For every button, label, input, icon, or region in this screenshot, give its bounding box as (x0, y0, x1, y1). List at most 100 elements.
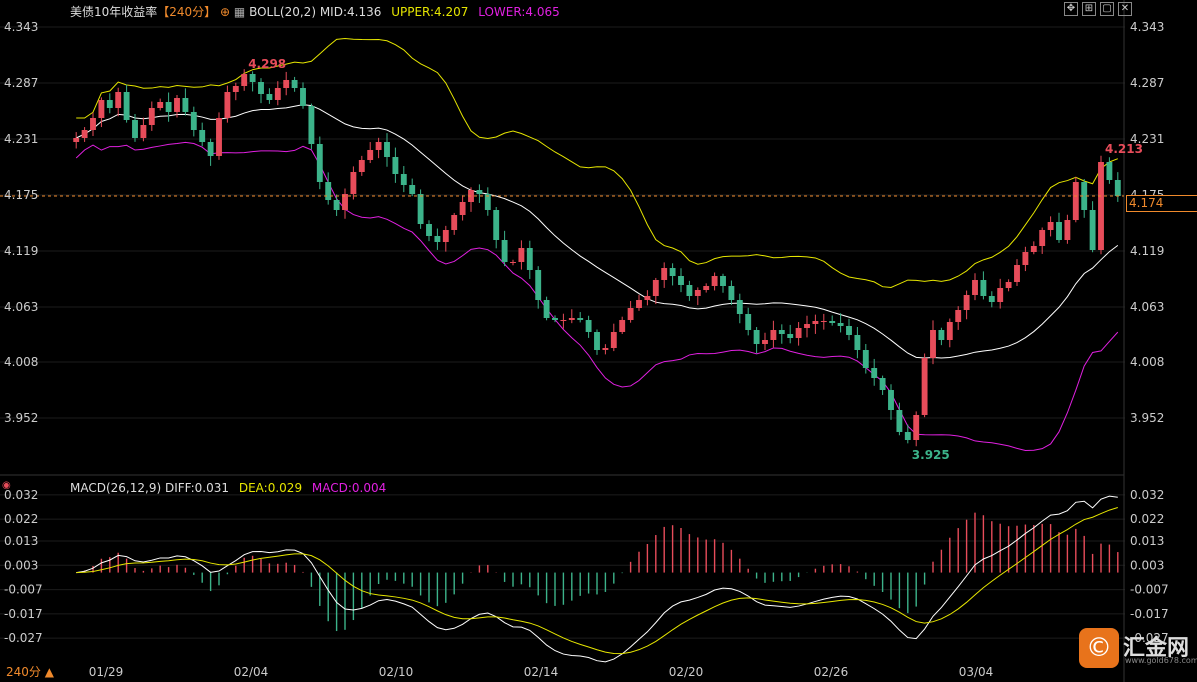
chart-header: 美债10年收益率【240分】 ⊕ ▦ BOLL(20,2) MID:4.136 … (70, 3, 560, 20)
candle (703, 286, 710, 290)
candle (1081, 182, 1088, 210)
candle (325, 182, 332, 200)
candle (400, 174, 407, 185)
y-tick-label-left: 3.952 (4, 411, 38, 425)
price-annotations: 4.298 4.213 3.925 (0, 57, 1143, 462)
maximize-icon[interactable]: ▢ (1100, 2, 1114, 16)
y-tick-label-right: 0.013 (1130, 534, 1164, 548)
logo-icon: © (1079, 628, 1119, 668)
candle (778, 330, 785, 334)
candle (174, 98, 180, 112)
candle (535, 270, 542, 300)
macd-diff: DIFF:0.031 (164, 481, 230, 495)
candle (644, 296, 651, 300)
y-tick-label-right: 0.022 (1130, 512, 1164, 526)
candle (669, 268, 676, 276)
candle (594, 332, 600, 350)
y-tick-label-left: 4.063 (4, 300, 38, 314)
candle (367, 150, 374, 160)
candle (997, 288, 1004, 302)
candle (1064, 220, 1071, 240)
candle (1089, 210, 1096, 250)
candle (1014, 265, 1020, 282)
candle (888, 390, 894, 410)
candle (879, 378, 886, 390)
candle (115, 92, 122, 108)
candle (720, 276, 726, 286)
macd-diff-line (76, 495, 1118, 663)
bollinger-bands (75, 38, 1119, 452)
indicator-icon[interactable]: ▦ (233, 5, 246, 19)
candle (106, 100, 113, 108)
candle (820, 321, 827, 322)
y-tick-label-right: -0.007 (1130, 583, 1169, 597)
candle (627, 308, 634, 320)
candle (526, 248, 533, 270)
candle (577, 318, 584, 320)
y-tick-label-left: -0.007 (4, 583, 43, 597)
candle (140, 125, 147, 138)
candle (988, 296, 995, 302)
candle (291, 80, 298, 88)
y-tick-label-left: 0.003 (4, 558, 38, 572)
candle (207, 142, 214, 156)
candle (493, 210, 500, 240)
boll-lower-line (75, 141, 1119, 452)
candle (73, 138, 80, 142)
y-tick-label-left: 0.022 (4, 512, 38, 526)
candle (384, 142, 390, 157)
close-icon[interactable]: ✕ (1118, 2, 1132, 16)
candle (787, 334, 794, 338)
candle (501, 240, 508, 262)
x-tick-label: 02/20 (669, 665, 704, 679)
y-tick-label-left: 0.013 (4, 534, 38, 548)
candle (300, 88, 306, 106)
y-tick-label-left: 4.343 (4, 20, 38, 34)
candle (552, 318, 558, 320)
candle (745, 314, 752, 330)
candle (1056, 222, 1062, 240)
candle (711, 276, 718, 286)
period-label[interactable]: 240分 ▲ (6, 665, 54, 679)
candle (132, 120, 138, 138)
y-tick-label-left: -0.017 (4, 607, 43, 621)
candle (770, 330, 777, 340)
settings-icon[interactable]: ⊕ (220, 5, 231, 19)
macd-settings-icon[interactable]: ◉ (2, 480, 11, 491)
fit-icon[interactable]: ⊞ (1082, 2, 1096, 16)
candle (762, 340, 768, 344)
y-tick-label-right: 0.003 (1130, 558, 1164, 572)
candle (753, 330, 760, 344)
x-tick-label: 01/29 (89, 665, 124, 679)
candle (417, 194, 424, 224)
period-selector[interactable]: 【240分】 (157, 5, 217, 19)
candles (73, 69, 1121, 447)
candle (375, 142, 382, 150)
candle (274, 88, 281, 100)
candle (602, 348, 609, 350)
candle (812, 321, 819, 324)
candle (652, 280, 659, 296)
macd-dea: DEA:0.029 (238, 481, 303, 495)
candle (829, 321, 836, 323)
candle (972, 280, 978, 295)
y-tick-label-right: -0.027 (1130, 631, 1169, 645)
price-annotation: 4.213 (1105, 142, 1143, 156)
candle (409, 185, 416, 194)
y-tick-label-right: 4.063 (1130, 300, 1164, 314)
x-tick-label: 03/04 (959, 665, 994, 679)
candle (510, 262, 516, 263)
candle (1022, 252, 1029, 265)
candle (678, 276, 684, 285)
candle (804, 324, 810, 328)
move-icon[interactable]: ✥ (1064, 2, 1078, 16)
macd-dea-line (76, 507, 1118, 655)
candle (1030, 246, 1037, 252)
price-annotation: 4.298 (248, 57, 286, 71)
candle (333, 200, 340, 210)
y-tick-label-right: 4.343 (1130, 20, 1164, 34)
candle (90, 118, 96, 130)
y-tick-label-right: 0.032 (1130, 488, 1164, 502)
candle (241, 74, 248, 86)
